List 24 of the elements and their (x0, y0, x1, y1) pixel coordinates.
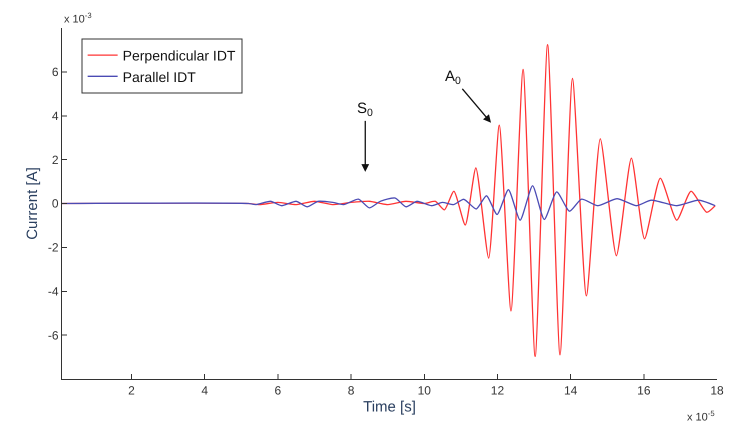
annotation: S$_{0}$ (357, 100, 374, 120)
legend-label: Parallel IDT (122, 68, 196, 85)
y-tick-label: -4 (48, 284, 59, 298)
x-tick-label: 4 (201, 383, 208, 398)
text: x 10$^{-5}$ (687, 409, 715, 424)
y-tick-label: -6 (48, 328, 59, 342)
x-tick-label: 10 (418, 383, 432, 398)
legend-label: Perpendicular IDT (122, 48, 236, 64)
x-tick-label: 14 (564, 383, 578, 398)
y-tick-label: 4 (52, 108, 59, 123)
annotation: A$_{0}$ (445, 68, 462, 88)
x-tick-label: 2 (128, 383, 136, 398)
x-tick-label: 12 (490, 383, 504, 398)
x-tick-label: 18 (710, 383, 724, 398)
text: x 10$^{-3}$ (64, 11, 92, 26)
x-tick-label: 8 (348, 383, 355, 398)
y-tick-label: 6 (52, 65, 59, 80)
y-tick-label: 0 (52, 196, 59, 211)
x-axis-title: Time [s] (363, 398, 416, 416)
y-tick-label: -2 (48, 240, 59, 255)
x-tick-label: 16 (637, 383, 651, 398)
y-tick-label: 2 (52, 152, 59, 167)
y-axis-title: Current [A] (24, 167, 42, 240)
x-tick-label: 6 (274, 383, 282, 398)
